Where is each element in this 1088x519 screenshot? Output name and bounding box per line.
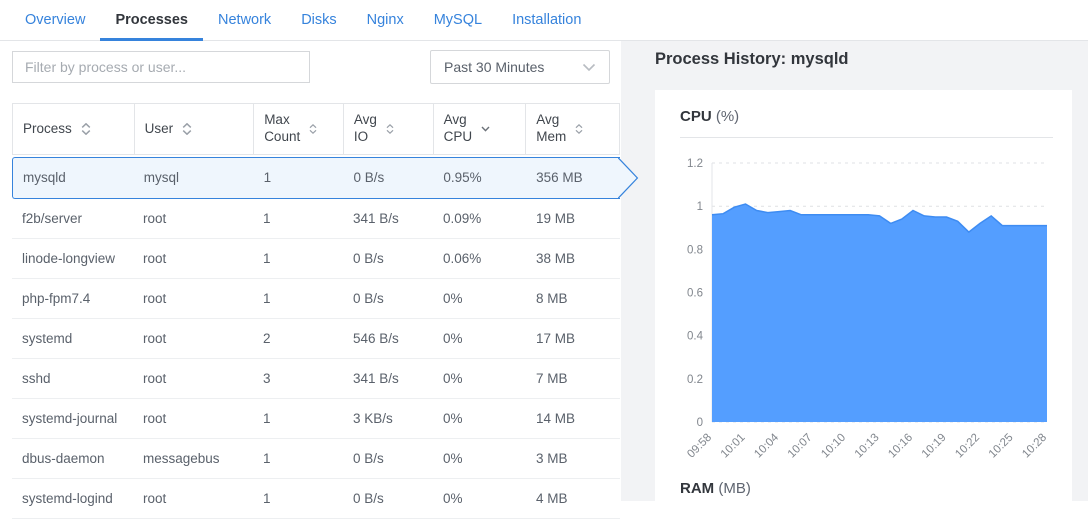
- svg-text:10:13: 10:13: [853, 432, 882, 461]
- svg-text:1: 1: [697, 201, 703, 213]
- divider: [680, 137, 1053, 138]
- tab-overview[interactable]: Overview: [25, 12, 86, 28]
- column-header-avg-io[interactable]: Avg IO: [342, 104, 433, 154]
- svg-text:10:28: 10:28: [1020, 432, 1049, 461]
- cpu-chart: 00.20.40.60.811.209:58 10:01 10:04 10:07 10:…: [685, 158, 1049, 461]
- sort-desc-icon: [481, 126, 490, 132]
- sort-icon: [182, 123, 192, 135]
- column-header-avg-cpu[interactable]: Avg CPU: [432, 104, 526, 154]
- process-history-title: Process History: mysqld: [655, 50, 849, 68]
- tab-disks[interactable]: Disks: [301, 12, 337, 28]
- cpu-section-title: CPU (%): [680, 108, 740, 125]
- svg-text:0.8: 0.8: [687, 244, 703, 256]
- tab-network[interactable]: Network: [218, 12, 272, 28]
- svg-text:0.2: 0.2: [687, 374, 703, 386]
- svg-text:10:07: 10:07: [786, 432, 815, 461]
- svg-text:10:04: 10:04: [752, 431, 781, 460]
- tab-mysql[interactable]: MySQL: [433, 12, 483, 28]
- table-header-row: Process User Max Count Avg IO Avg CPU Av…: [12, 103, 620, 155]
- svg-text:09:58: 09:58: [685, 432, 714, 461]
- svg-text:10:01: 10:01: [719, 432, 748, 461]
- table-row-systemd-logind[interactable]: systemd-logind root 1 0 B/s 0% 4 MB: [12, 479, 620, 519]
- processes-panel: Past 30 Minutes Process User Max Count A…: [0, 41, 639, 519]
- tab-nginx[interactable]: Nginx: [366, 12, 404, 28]
- table-row-systemd[interactable]: systemd root 2 546 B/s 0% 17 MB: [12, 319, 620, 359]
- table-row-f2b-server[interactable]: f2b/server root 1 341 B/s 0.09% 19 MB: [12, 199, 620, 239]
- svg-text:0.4: 0.4: [687, 331, 704, 343]
- sort-icon: [386, 124, 394, 134]
- svg-text:10:25: 10:25: [987, 432, 1016, 461]
- process-table: Process User Max Count Avg IO Avg CPU Av…: [12, 103, 639, 519]
- table-row-systemd-journal[interactable]: systemd-journal root 1 3 KB/s 0% 14 MB: [12, 399, 620, 439]
- table-row-linode-longview[interactable]: linode-longview root 1 0 B/s 0.06% 38 MB: [12, 239, 620, 279]
- svg-text:0.6: 0.6: [687, 288, 703, 300]
- svg-text:10:16: 10:16: [886, 432, 915, 461]
- tab-bar: Overview Processes Network Disks Nginx M…: [0, 0, 1088, 41]
- table-row-sshd[interactable]: sshd root 3 341 B/s 0% 7 MB: [12, 359, 620, 399]
- time-range-select[interactable]: Past 30 Minutes: [430, 50, 610, 84]
- chart-card: CPU (%) 0 0.2 0.4 0.6 0.8 1 1.2 09:58 10:01 10:04…: [655, 90, 1072, 501]
- sort-icon: [309, 124, 317, 134]
- column-header-avg-mem[interactable]: Avg Mem: [525, 104, 619, 154]
- table-row-mysqld[interactable]: mysqld mysql 1 0 B/s 0.95% 356 MB: [12, 157, 639, 199]
- column-header-process[interactable]: Process: [13, 104, 134, 154]
- column-header-user[interactable]: User: [133, 104, 254, 154]
- selected-row-arrow-icon: [618, 157, 639, 199]
- svg-text:10:19: 10:19: [920, 432, 949, 461]
- table-row-php-fpm[interactable]: php-fpm7.4 root 1 0 B/s 0% 8 MB: [12, 279, 620, 319]
- svg-text:10:22: 10:22: [953, 432, 982, 461]
- sort-icon: [81, 123, 91, 135]
- time-range-value: Past 30 Minutes: [444, 59, 545, 75]
- column-header-max-count[interactable]: Max Count: [253, 104, 343, 154]
- sort-icon: [575, 124, 583, 134]
- tab-processes[interactable]: Processes: [100, 0, 203, 41]
- svg-text:10:10: 10:10: [819, 432, 848, 461]
- process-history-panel: Process History: mysqld CPU (%) 0 0.2 0.4 0…: [621, 41, 1088, 501]
- ram-section-title: RAM (MB): [680, 480, 751, 497]
- chevron-down-icon: [582, 63, 596, 71]
- svg-text:1.2: 1.2: [687, 158, 703, 170]
- svg-text:0: 0: [697, 417, 703, 429]
- filter-input[interactable]: [12, 51, 310, 83]
- tab-installation[interactable]: Installation: [512, 12, 582, 28]
- table-row-dbus-daemon[interactable]: dbus-daemon messagebus 1 0 B/s 0% 3 MB: [12, 439, 620, 479]
